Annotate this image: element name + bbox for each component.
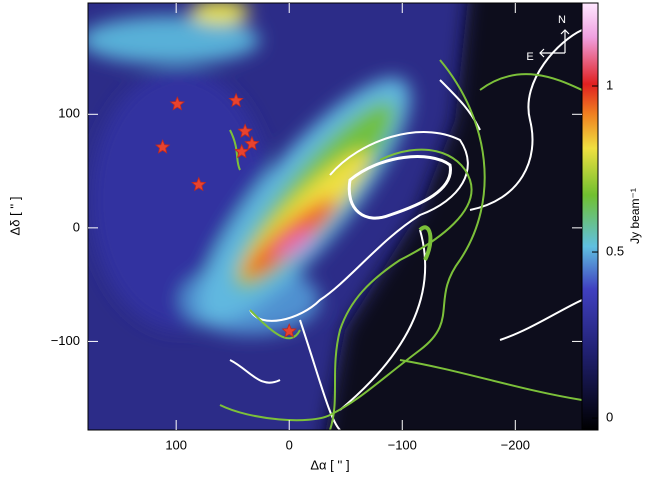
colorbar-title: Jy beam⁻¹ [628,188,642,244]
compass-east: E [526,51,533,63]
intensity-map [80,0,620,460]
colorbar-tick-label: 0 [606,409,613,424]
y-axis-title: Δδ [ '' ] [7,197,22,236]
x-tick-label: −200 [501,437,530,452]
x-tick-label: 100 [165,437,187,452]
chart: N E Δα [ '' ] Δδ [ '' ] Jy beam⁻¹ 1000−1… [0,0,649,475]
x-axis-title: Δα [ '' ] [310,457,349,472]
colorbar-tick-label: 0.5 [606,243,624,258]
x-tick-label: −100 [388,437,417,452]
y-tick-label: −100 [51,333,80,348]
colorbar [582,3,598,430]
y-tick-label: 100 [58,106,80,121]
x-tick-label: 0 [286,437,293,452]
y-tick-label: 0 [73,219,80,234]
compass-north: N [558,14,566,26]
page: N E Δα [ '' ] Δδ [ '' ] Jy beam⁻¹ 1000−1… [0,0,649,480]
colorbar-tick-label: 1 [606,77,613,92]
